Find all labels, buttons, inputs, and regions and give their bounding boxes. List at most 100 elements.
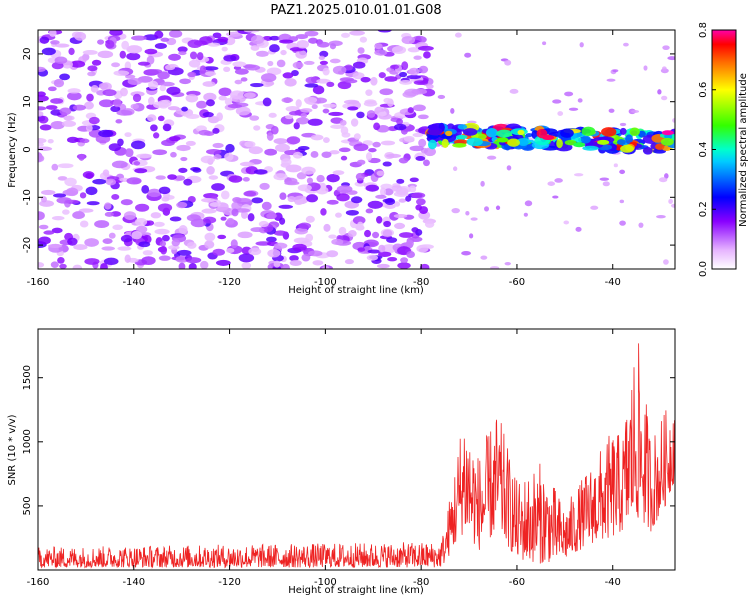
heatmap-cell xyxy=(601,127,617,137)
heatmap-cell xyxy=(657,89,662,95)
heatmap-cell xyxy=(658,177,668,183)
heatmap-cell xyxy=(466,120,477,124)
heatmap-cell xyxy=(249,115,260,121)
heatmap-cell xyxy=(73,244,88,251)
heatmap-cell xyxy=(144,48,158,55)
heatmap-cell xyxy=(568,107,579,111)
heatmap-cell xyxy=(403,135,415,142)
heatmap-cell xyxy=(289,255,299,262)
heatmap-cell xyxy=(672,118,675,123)
heatmap-cell xyxy=(79,220,89,228)
heatmap-cell xyxy=(250,227,265,233)
heatmap-cell xyxy=(56,197,72,204)
heatmap-cell xyxy=(573,173,584,177)
heatmap-cell xyxy=(304,83,319,88)
heatmap-cell xyxy=(116,110,133,116)
heatmap-cell xyxy=(43,230,55,235)
heatmap-cell xyxy=(322,137,330,143)
heatmap-cell xyxy=(59,73,71,81)
heatmap-cell xyxy=(84,258,100,265)
heatmap-cell xyxy=(200,260,209,269)
heatmap-cell xyxy=(239,161,255,167)
heatmap-cell xyxy=(284,180,300,186)
heatmap-cell xyxy=(62,209,70,215)
heatmap-cell xyxy=(523,212,528,217)
heatmap-cell xyxy=(293,122,300,130)
heatmap-cell xyxy=(455,134,468,140)
heatmap-cell xyxy=(204,240,215,249)
heatmap-cell xyxy=(229,90,245,100)
heatmap-cell xyxy=(285,106,300,112)
heatmap-cell xyxy=(625,134,633,145)
heatmap-cell xyxy=(616,139,626,146)
heatmap-cell xyxy=(192,167,202,173)
heatmap-cell xyxy=(385,153,402,158)
heatmap-cell xyxy=(329,43,337,50)
heatmap-cell xyxy=(199,36,213,45)
heatmap-cell xyxy=(577,98,583,103)
heatmap-cell xyxy=(329,58,341,64)
heatmap-cell xyxy=(660,137,674,146)
heatmap-cell xyxy=(338,147,351,153)
heatmap-cell xyxy=(518,139,529,147)
heatmap-cell xyxy=(560,128,574,138)
heatmap-cell xyxy=(356,221,364,230)
heatmap-cell xyxy=(199,65,207,74)
heatmap-cell xyxy=(242,177,250,182)
heatmap-cell xyxy=(201,197,216,203)
heatmap-cell xyxy=(303,60,315,65)
heatmap-cell xyxy=(547,181,556,186)
heatmap-cell xyxy=(384,204,396,210)
heatmap-cell xyxy=(465,210,470,216)
heatmap-cell xyxy=(72,104,86,111)
heatmap-cell xyxy=(164,64,176,71)
heatmap-cell xyxy=(416,198,426,206)
heatmap-cell xyxy=(185,140,196,146)
heatmap-cell xyxy=(111,193,120,200)
heatmap-cell xyxy=(452,166,458,171)
heatmap-cell xyxy=(167,174,177,180)
heatmap-cell xyxy=(366,152,373,161)
heatmap-cell xyxy=(141,185,150,194)
heatmap-cell xyxy=(619,127,627,135)
heatmap-cell xyxy=(374,49,388,56)
heatmap-cell xyxy=(273,138,288,145)
heatmap-cell xyxy=(86,93,94,102)
heatmap-cell xyxy=(261,201,272,211)
heatmap-cell xyxy=(150,124,158,132)
heatmap-cell xyxy=(328,234,337,239)
heatmap-cell xyxy=(412,132,424,138)
heatmap-cell xyxy=(203,92,217,102)
heatmap-cell xyxy=(365,208,374,214)
heatmap-cell xyxy=(426,84,434,89)
heatmap-cell xyxy=(38,142,44,147)
heatmap-cell xyxy=(240,77,248,82)
colorbar-tick-label: 0.4 xyxy=(698,142,709,158)
heatmap-cell xyxy=(554,178,563,183)
heatmap-cell xyxy=(262,97,272,107)
heatmap-cell xyxy=(452,142,467,148)
heatmap-cell xyxy=(407,47,420,53)
heatmap-cell xyxy=(213,154,222,160)
heatmap-cell xyxy=(108,143,122,152)
colorbar-axis: 0.0 0.2 0.4 0.6 0.8 xyxy=(698,22,716,277)
heatmap-cell xyxy=(312,85,325,95)
heatmap-cell xyxy=(39,124,52,131)
heatmap-cell xyxy=(384,197,396,206)
heatmap-cell xyxy=(223,54,237,62)
heatmap-cell xyxy=(279,217,286,225)
heatmap-cell xyxy=(423,51,431,59)
heatmap-cell xyxy=(405,195,412,202)
heatmap-cell xyxy=(226,247,235,253)
heatmap-cell xyxy=(393,123,407,131)
heatmap-cell xyxy=(306,177,314,184)
heatmap-cell xyxy=(317,41,330,48)
heatmap-cell xyxy=(78,153,85,161)
heatmap-cell xyxy=(602,181,610,187)
heatmap-cell xyxy=(349,30,365,36)
colorbar: 0.0 0.2 0.4 0.6 0.8 Normalized spectral ampl… xyxy=(698,22,749,277)
heatmap-cell xyxy=(379,88,394,96)
heatmap-cell xyxy=(38,211,45,221)
heatmap-cell xyxy=(152,101,164,109)
heatmap-cell xyxy=(127,77,143,86)
